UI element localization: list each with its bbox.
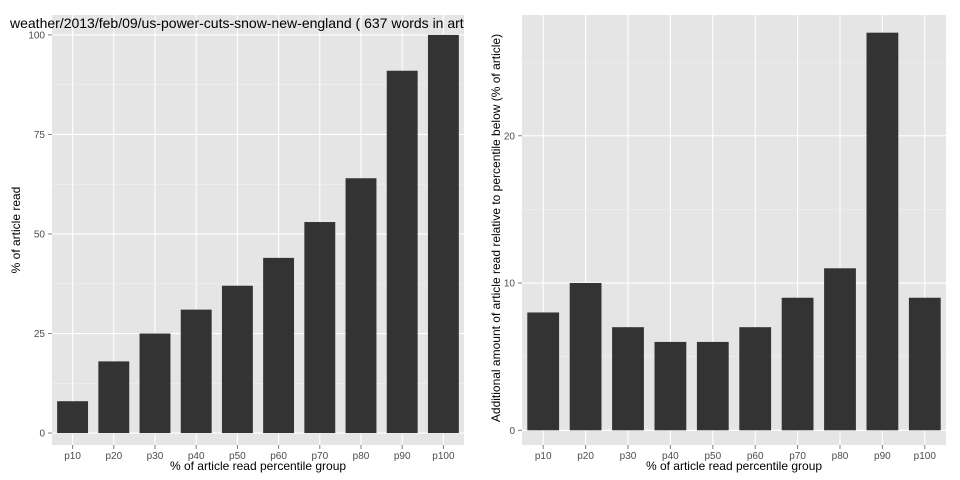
y-tick-label: 75 [34, 130, 46, 141]
bar-p30 [612, 327, 644, 431]
bar-p100 [427, 34, 459, 434]
bar-p20 [98, 361, 130, 434]
bars [527, 32, 941, 431]
x-tick-label: p10 [64, 451, 81, 462]
bar-p100 [908, 297, 941, 431]
x-tick-label: p20 [105, 451, 122, 462]
x-tick-label: p90 [874, 451, 891, 462]
bar-p10 [527, 312, 560, 431]
bar-p50 [221, 285, 253, 434]
bar-p20 [569, 283, 602, 431]
x-tick-label: p40 [188, 451, 205, 462]
y-tick-label: 0 [39, 429, 45, 440]
chart-title: weather/2013/feb/09/us-power-cuts-snow-n… [9, 15, 464, 31]
y-tick-label: 50 [34, 229, 46, 240]
y-tick-label: 10 [504, 279, 516, 290]
bar-p10 [57, 401, 89, 434]
bar-p60 [739, 327, 772, 431]
y-axis-title: % of article read [9, 187, 23, 274]
x-tick-label: p90 [394, 451, 411, 462]
bar-p60 [263, 257, 295, 434]
x-tick-label: p60 [747, 451, 764, 462]
x-tick-label: p80 [832, 451, 849, 462]
x-tick-label: p30 [147, 451, 164, 462]
bar-p80 [345, 178, 377, 434]
y-tick-label: 0 [509, 426, 515, 437]
x-tick-label: p40 [662, 451, 679, 462]
y-axis-ticks: 0 10 20 [504, 131, 522, 437]
x-tick-label: p60 [270, 451, 287, 462]
bar-p50 [696, 341, 729, 431]
bars [57, 34, 459, 434]
bar-p90 [866, 32, 899, 431]
x-axis-ticks: p10 p20 p30 p40 p50 p60 p70 p80 p90 p100 [535, 445, 937, 462]
chart-additional-read: 0 10 20 p10 p20 p30 p40 p50 p60 p70 p80 p90 p100 % … [489, 15, 946, 473]
y-tick-label: 100 [28, 30, 45, 41]
y-tick-label: 25 [34, 329, 46, 340]
bar-p70 [781, 297, 814, 431]
x-tick-label: p10 [535, 451, 552, 462]
bar-p40 [654, 341, 687, 431]
x-axis-title: % of article read percentile group [170, 459, 346, 473]
x-tick-label: p50 [229, 451, 246, 462]
x-tick-label: p20 [577, 451, 594, 462]
bar-p90 [386, 70, 418, 434]
x-tick-label: p70 [789, 451, 806, 462]
x-tick-label: p70 [311, 451, 328, 462]
bar-p30 [139, 333, 171, 434]
x-tick-label: p100 [432, 451, 455, 462]
bar-p80 [824, 268, 856, 431]
x-tick-label: p50 [704, 451, 721, 462]
y-axis-ticks: 0 25 50 75 100 [28, 30, 52, 440]
x-tick-label: p80 [353, 451, 370, 462]
x-tick-label: p30 [620, 451, 637, 462]
x-axis-ticks: p10 p20 p30 p40 p50 p60 p70 p80 p90 p100 [64, 445, 455, 462]
x-tick-label: p100 [914, 451, 937, 462]
y-axis-title: Additional amount of article read relati… [489, 34, 503, 422]
y-tick-label: 20 [504, 131, 516, 142]
bar-p70 [304, 222, 336, 434]
x-axis-title: % of article read percentile group [646, 459, 822, 473]
bar-p40 [180, 309, 212, 434]
